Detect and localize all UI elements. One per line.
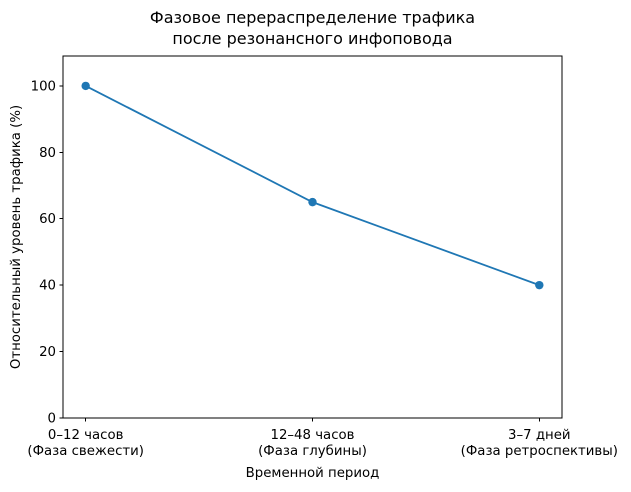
x-tick-label: 0–12 часов (Фаза свежести)	[27, 428, 144, 459]
y-tick-label: 40	[39, 279, 56, 294]
data-point	[308, 197, 317, 207]
data-point	[81, 81, 90, 91]
plot-area	[62, 55, 563, 419]
y-tick-label: 60	[39, 212, 56, 227]
data-point	[535, 280, 544, 290]
plot-layer: 0 20 40 60 80 100 0–12 часов (Фаза свежести) 12–…	[27, 55, 618, 459]
y-tick-label: 0	[48, 412, 56, 427]
y-tick-label: 20	[39, 345, 56, 360]
x-axis-label: Временной период	[246, 466, 380, 481]
x-tick-label: 3–7 дней (Фаза ретроспективы)	[461, 428, 618, 459]
series-line	[85, 85, 540, 287]
y-tick-label: 100	[31, 79, 56, 94]
y-tick-label: 80	[39, 146, 56, 161]
x-tick-label: 12–48 часов (Фаза глубины)	[258, 428, 367, 459]
chart-title-line1: Фазовое перераспределение трафика	[150, 8, 475, 27]
chart-title-line2: после резонансного инфоповода	[172, 29, 452, 48]
y-axis-label: Относительный уровень трафика (%)	[9, 105, 24, 369]
